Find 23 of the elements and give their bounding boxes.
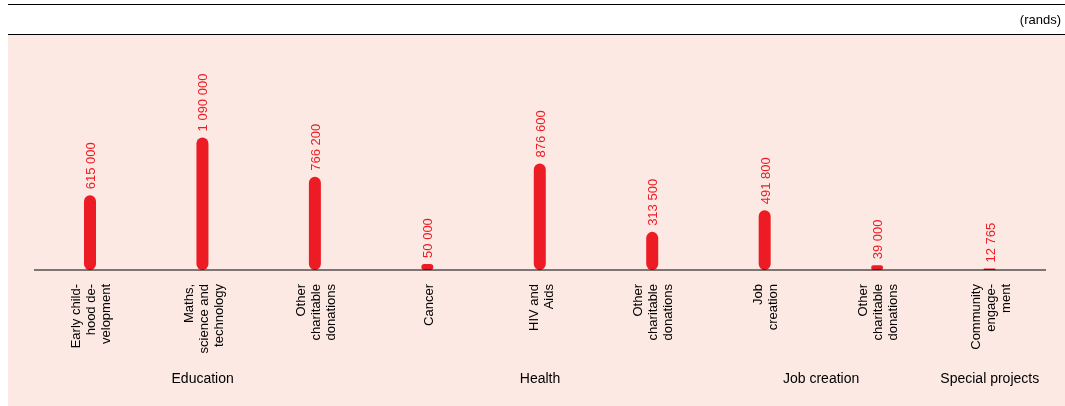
text: Job creation <box>781 370 861 386</box>
x-tick-label: Maths, science and technology <box>180 283 226 354</box>
data-label: 1 090 000 <box>195 73 211 132</box>
x-tick-label: Other charitable donations <box>630 283 676 341</box>
data-label: 313 500 <box>645 178 661 226</box>
data-label: 491 800 <box>757 157 773 205</box>
data-label: 615 000 <box>83 142 98 190</box>
x-tick-label: Cancer <box>420 283 436 326</box>
x-tick-label: Community engage- ment <box>967 283 1013 350</box>
text: (rands) <box>1019 12 1061 27</box>
text: Health <box>518 370 562 386</box>
data-label: 50 000 <box>420 218 436 258</box>
x-tick-label: Other charitable donations <box>293 283 339 341</box>
x-tick-label: Job creation <box>750 284 781 331</box>
text: Special projects <box>939 370 1041 386</box>
x-tick-label: HIV and Aids <box>525 283 556 331</box>
data-label: 39 000 <box>870 219 886 260</box>
data-label: 12 765 <box>982 222 998 263</box>
x-tick-label: Early child- hood de- velopment <box>68 283 114 349</box>
x-tick-label: Other charitable donations <box>855 283 901 341</box>
text: Education <box>170 370 235 386</box>
data-label: 876 600 <box>532 110 548 158</box>
data-label: 766 200 <box>307 123 323 171</box>
